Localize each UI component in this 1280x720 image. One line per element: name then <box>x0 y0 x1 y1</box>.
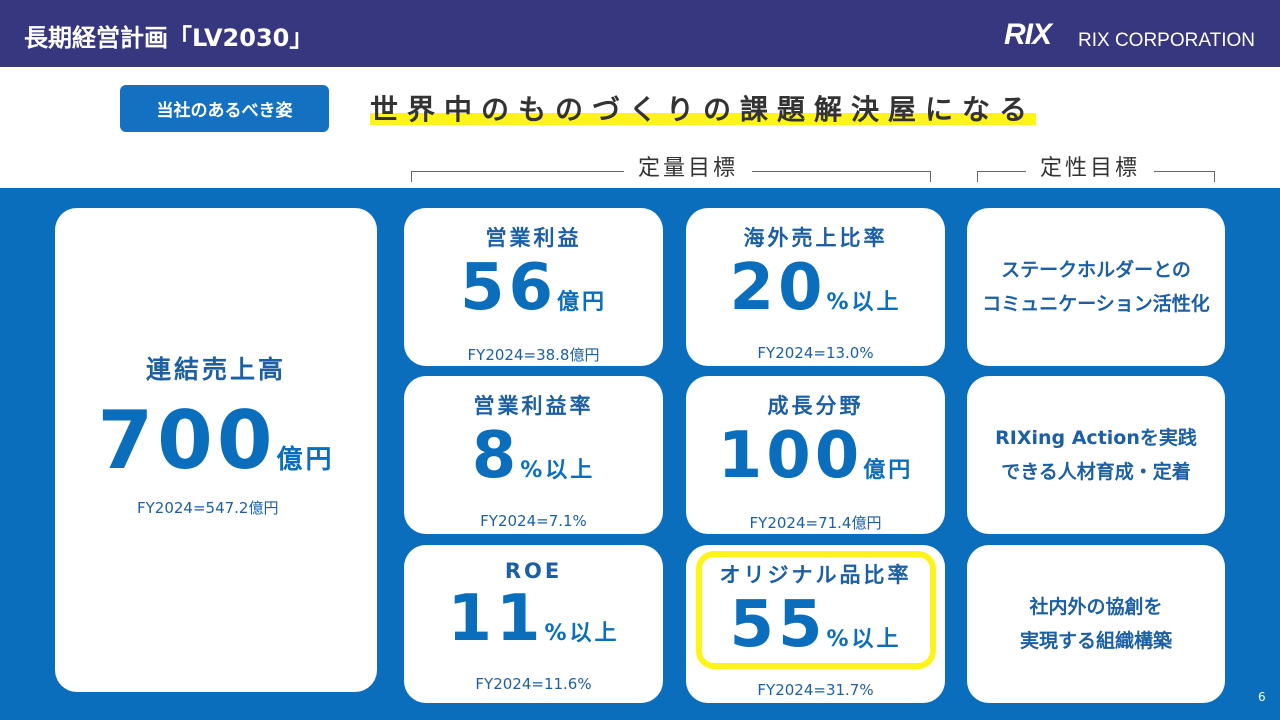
qual-line: ステークホルダーとの <box>1001 259 1191 281</box>
quant-card: オリジナル品比率 55%以上 FY2024=31.7% <box>686 545 945 703</box>
card-value: 55 <box>729 588 827 662</box>
qual-line: RIXing Actionを実践 <box>995 427 1197 449</box>
highlight-frame <box>696 551 936 669</box>
card-value: 11 <box>447 582 545 656</box>
qual-card: ステークホルダーとの コミュニケーション活性化 <box>967 208 1225 366</box>
quant-label: 定量目標 <box>624 150 753 182</box>
main-card-revenue: 連結売上高 700億円 FY2024=547.2億円 <box>55 208 377 692</box>
card-unit: %以上 <box>520 458 596 483</box>
card-title: ROE <box>504 559 563 583</box>
card-value: 56 <box>459 251 558 325</box>
card-value: 20 <box>729 251 827 325</box>
qual-card: RIXing Actionを実践 できる人材育成・定着 <box>967 376 1225 534</box>
quant-card: 営業利益率 8%以上 FY2024=7.1% <box>404 376 663 534</box>
card-fy: FY2024=13.0% <box>757 344 874 362</box>
vision-headline: 世界中のものづくりの課題解決屋になる <box>370 88 1037 128</box>
card-title: 海外売上比率 <box>743 226 888 250</box>
card-unit: 億円 <box>863 458 914 483</box>
card-fy: FY2024=71.4億円 <box>749 514 882 532</box>
card-title: 営業利益率 <box>473 394 594 418</box>
vision-badge: 当社のあるべき姿 <box>120 85 329 132</box>
company-name: RIX CORPORATION <box>1078 30 1255 51</box>
card-value: 100 <box>717 419 864 493</box>
qual-line: コミュニケーション活性化 <box>982 293 1210 315</box>
card-value: 8 <box>471 419 521 493</box>
card-value: 700 <box>97 394 277 487</box>
quant-card: ROE 11%以上 FY2024=11.6% <box>404 545 663 703</box>
card-title: 営業利益 <box>485 226 582 250</box>
quant-card: 海外売上比率 20%以上 FY2024=13.0% <box>686 208 945 366</box>
qual-line: できる人材育成・定着 <box>1001 461 1191 483</box>
qual-line: 実現する組織構築 <box>1019 630 1172 652</box>
card-title: 連結売上高 <box>145 355 286 384</box>
quant-card: 成長分野 100億円 FY2024=71.4億円 <box>686 376 945 534</box>
card-unit: %以上 <box>826 290 902 315</box>
card-fy: FY2024=31.7% <box>757 681 874 699</box>
card-fy: FY2024=11.6% <box>475 675 592 693</box>
card-unit: %以上 <box>826 627 902 652</box>
card-fy: FY2024=547.2億円 <box>137 499 279 517</box>
card-fy: FY2024=38.8億円 <box>467 346 600 364</box>
card-unit: 億円 <box>276 445 335 475</box>
rix-logo: RIX <box>1004 18 1052 51</box>
page-number: 6 <box>1258 690 1266 704</box>
page-title: 長期経営計画「LV2030」 <box>24 24 314 52</box>
card-unit: %以上 <box>544 621 620 646</box>
qual-label: 定性目標 <box>1026 150 1155 182</box>
quant-card: 営業利益 56億円 FY2024=38.8億円 <box>404 208 663 366</box>
qual-line: 社内外の協創を <box>1029 596 1163 618</box>
card-fy: FY2024=7.1% <box>480 512 587 530</box>
card-unit: 億円 <box>557 290 608 315</box>
card-title: 成長分野 <box>767 394 864 418</box>
header-bar: 長期経営計画「LV2030」 RIX RIX CORPORATION <box>0 0 1280 67</box>
qual-card: 社内外の協創を 実現する組織構築 <box>967 545 1225 703</box>
card-title: オリジナル品比率 <box>719 563 912 587</box>
